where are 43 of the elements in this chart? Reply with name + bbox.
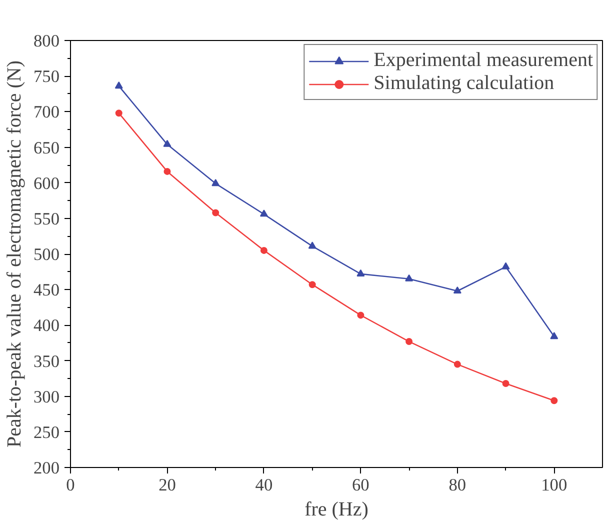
point — [502, 380, 510, 388]
x-axis-title: fre (Hz) — [304, 498, 368, 520]
legend-label: Experimental measurement — [374, 49, 593, 72]
x-tick-label: 0 — [66, 476, 75, 494]
point — [164, 168, 171, 175]
legend-label: Simulating calculation — [374, 72, 554, 95]
point — [260, 210, 268, 217]
y-tick-label: 600 — [34, 174, 60, 193]
point — [115, 110, 122, 117]
y-tick-label: 750 — [34, 67, 60, 86]
y-tick-label: 550 — [34, 209, 60, 228]
point — [405, 274, 414, 282]
x-tick-label: 20 — [158, 476, 176, 494]
point — [260, 246, 268, 254]
point — [356, 269, 365, 276]
point — [308, 281, 316, 288]
point — [550, 332, 558, 340]
point — [163, 140, 172, 147]
y-tick-label: 400 — [34, 316, 60, 336]
y-axis-title: Peak-to-peak value of electromagnetic force (N) — [4, 60, 26, 448]
y-tick-label: 300 — [34, 387, 60, 406]
y-tick-label: 700 — [34, 102, 60, 122]
y-tick-label: 800 — [34, 32, 60, 50]
y-tick-label: 350 — [34, 352, 60, 371]
y-tick-label: 500 — [34, 245, 60, 264]
point — [114, 82, 123, 89]
point — [212, 179, 220, 186]
point — [308, 242, 316, 249]
y-tick-label: 200 — [34, 458, 60, 478]
point — [357, 312, 364, 319]
point — [454, 360, 461, 368]
point — [502, 262, 510, 270]
x-tick-label: 100 — [541, 476, 568, 494]
x-tick-label: 40 — [255, 476, 273, 494]
point — [212, 209, 220, 216]
y-tick-label: 250 — [34, 422, 60, 442]
point — [550, 397, 558, 404]
x-tick-label: 80 — [448, 476, 466, 494]
y-tick-label: 650 — [34, 138, 60, 158]
x-tick-label: 60 — [352, 476, 370, 494]
y-tick-label: 450 — [34, 280, 60, 300]
point — [453, 286, 462, 294]
point — [406, 338, 413, 346]
